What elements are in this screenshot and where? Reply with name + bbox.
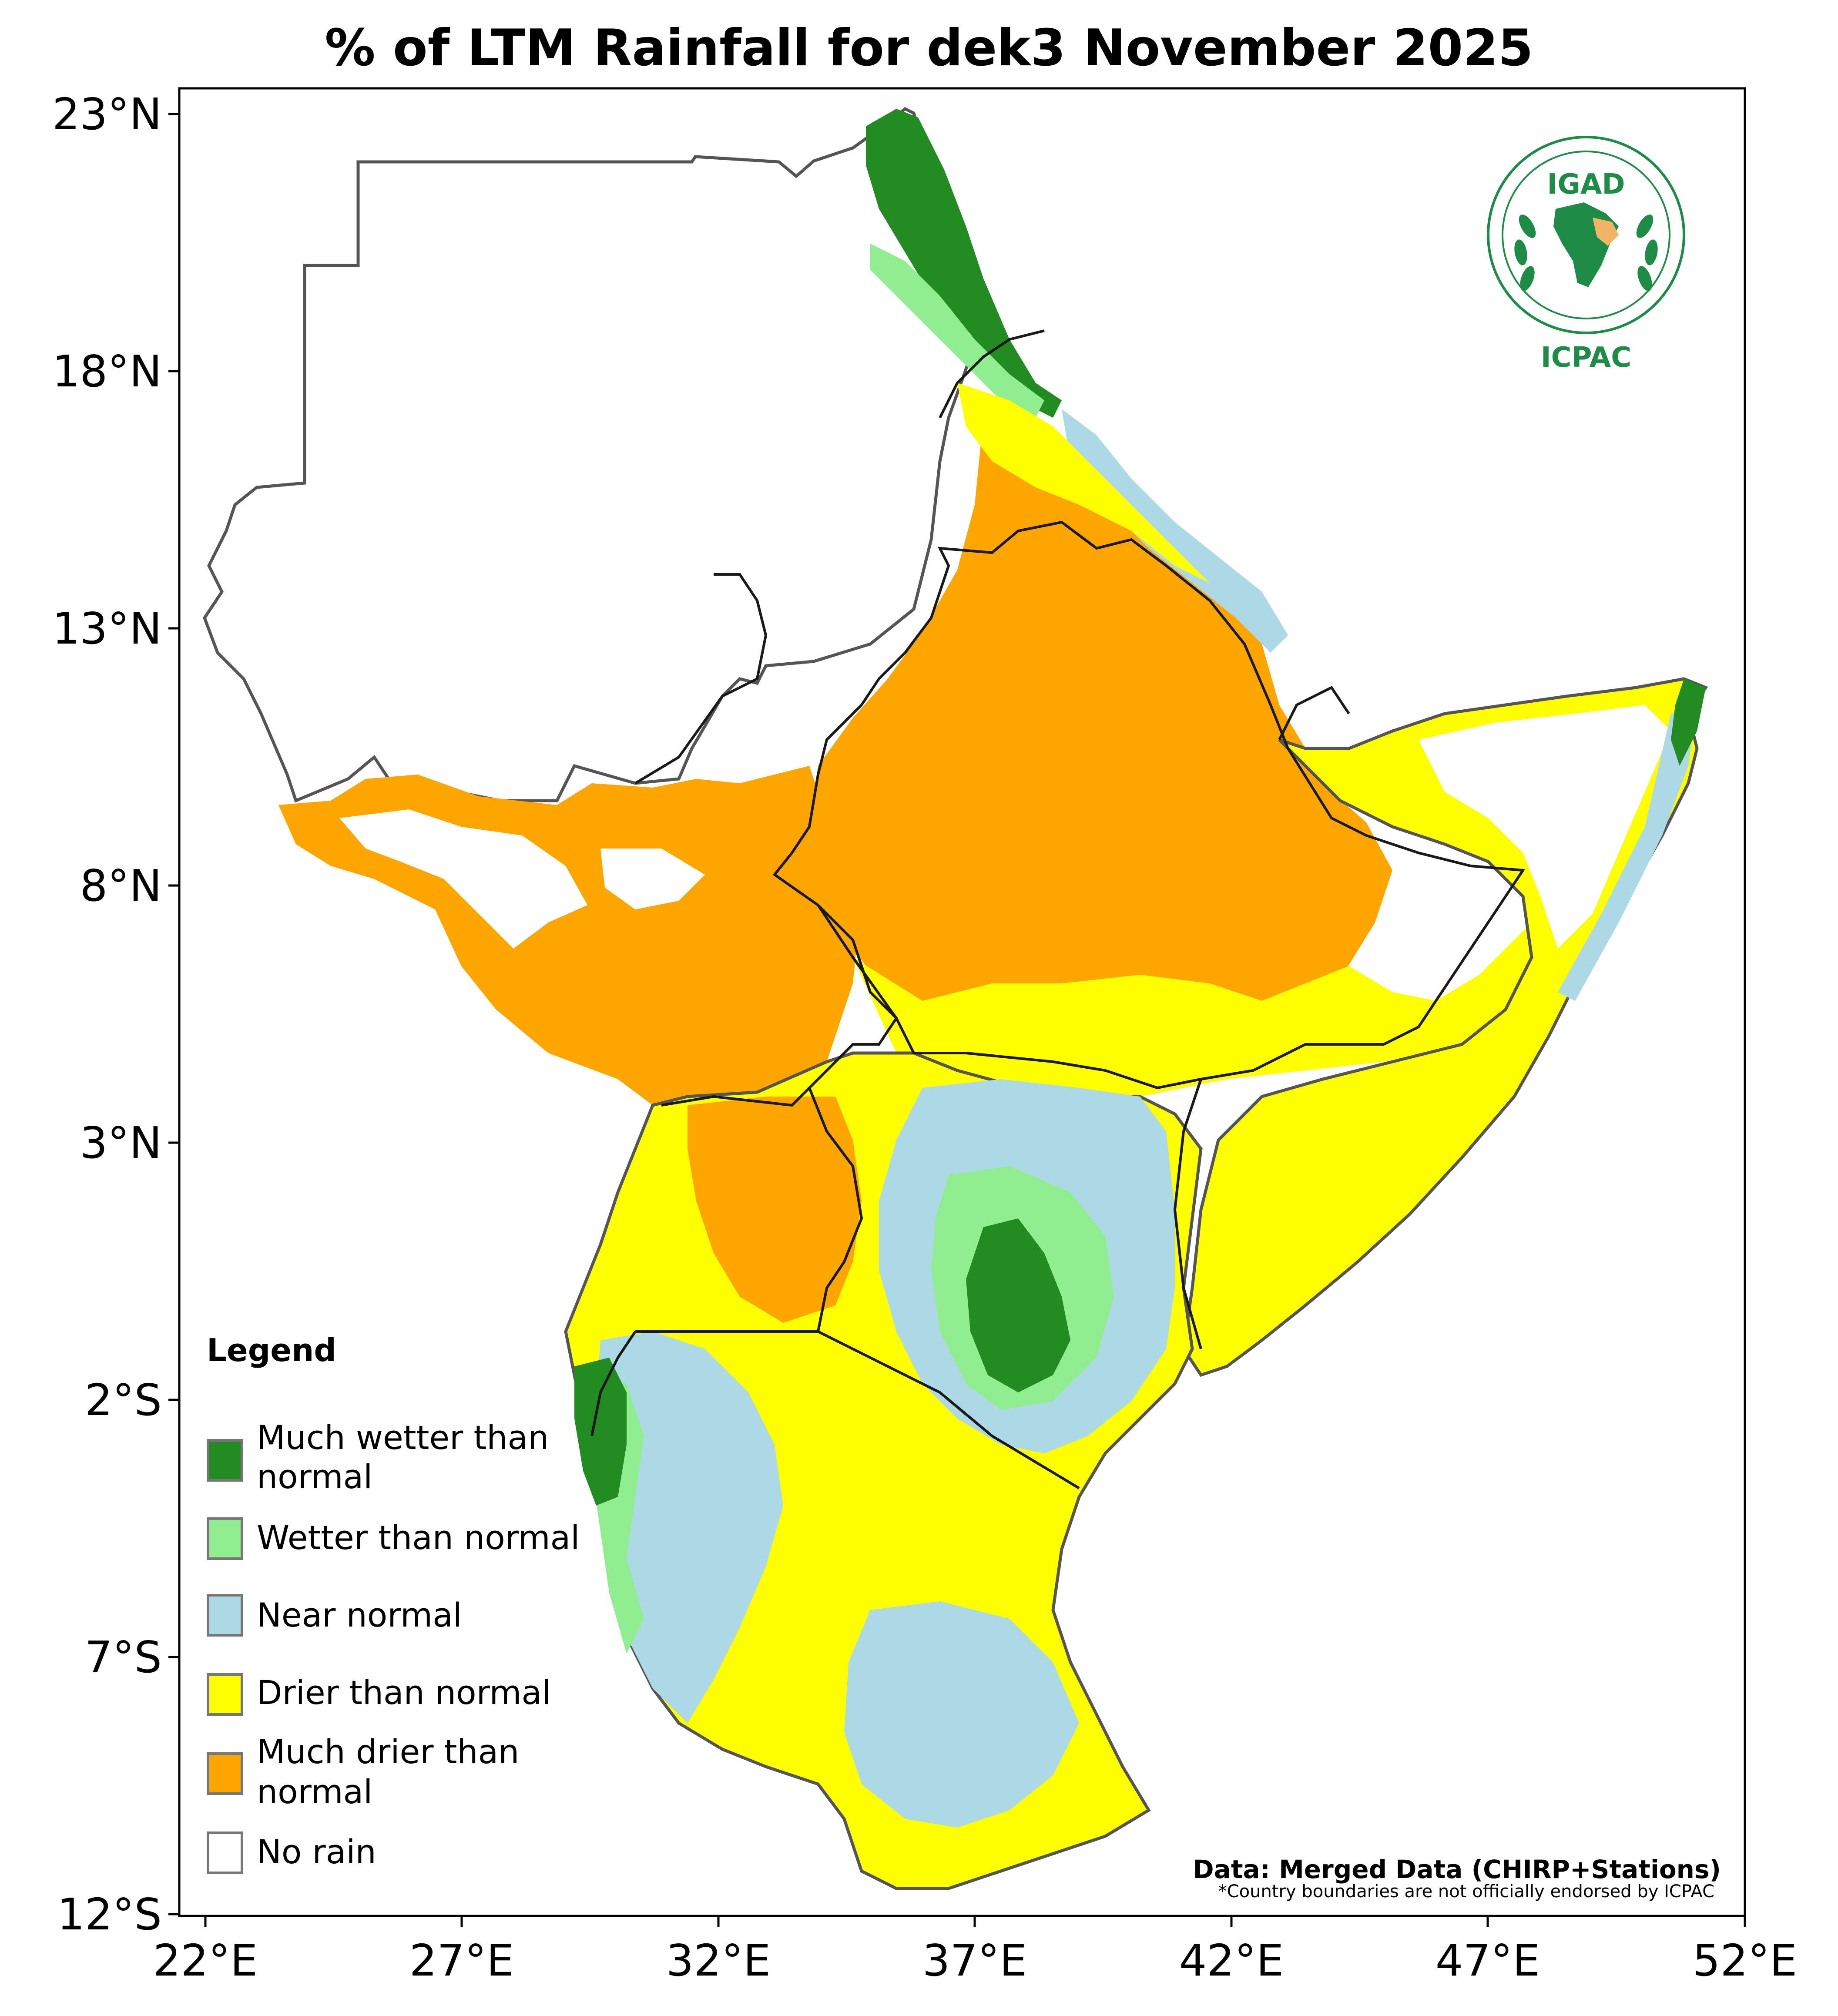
legend-label-wetter: Wetter than normal <box>257 1518 580 1557</box>
plot-frame <box>178 87 1746 1917</box>
country-borders <box>590 329 1526 1489</box>
no-rain-patch-ss <box>339 809 587 949</box>
lon-tick-label: 27°E <box>409 1935 514 1986</box>
tanzania-south-near-normal <box>844 1601 1079 1828</box>
legend-swatch-wetter <box>207 1517 243 1560</box>
lon-tick-label: 47°E <box>1436 1935 1540 1986</box>
red-sea-coast-wetter <box>870 244 1044 418</box>
legend-label-much-wetter: Much wetter than <box>257 1418 549 1457</box>
red-sea-coast-much-wetter <box>866 109 1062 418</box>
legend-label-much-wetter-2: normal <box>257 1457 372 1496</box>
somalia-coast-near-normal <box>1558 705 1697 1001</box>
eritrea-drier <box>957 383 1210 583</box>
lon-tick-label: 52°E <box>1693 1935 1797 1986</box>
lat-tick-label: 12°S <box>57 1889 162 1940</box>
legend-swatch-much-drier <box>207 1752 243 1795</box>
lon-axis: 22°E 27°E 32°E 37°E 42°E 47°E 52°E <box>153 1916 1797 1986</box>
legend-swatch-drier <box>207 1673 243 1716</box>
lon-tick-label: 32°E <box>666 1935 771 1986</box>
eritrea-coast-near-normal <box>1062 409 1288 653</box>
legend-label-much-drier-2: normal <box>257 1772 372 1811</box>
legend-title: Legend <box>207 1332 336 1369</box>
legend-swatch-no-rain <box>207 1832 243 1874</box>
kenya-much-wetter <box>966 1218 1070 1392</box>
lat-tick-label: 7°S <box>85 1632 162 1683</box>
lat-tick-label: 8°N <box>80 860 162 911</box>
legend: Legend Much wetter than normal Wetter th… <box>207 1332 580 1874</box>
legend-swatch-near-normal <box>207 1594 243 1637</box>
lon-tick-label: 42°E <box>1179 1935 1284 1986</box>
lat-axis: 23°N 18°N 13°N 8°N 3°N 2°S 7°S 12°S <box>52 89 179 1940</box>
sudan-region <box>203 107 985 803</box>
no-rain-patch-ss2 <box>600 849 705 909</box>
legend-label-no-rain: No rain <box>257 1832 376 1871</box>
lat-tick-label: 3°N <box>80 1117 162 1168</box>
lon-tick-label: 22°E <box>153 1935 258 1986</box>
boundary-disclaimer: *Country boundaries are not officially e… <box>1218 1882 1714 1902</box>
legend-label-drier: Drier than normal <box>257 1673 551 1712</box>
rwanda-burundi-much-wetter <box>574 1358 627 1506</box>
legend-label-much-drier: Much drier than <box>257 1732 519 1771</box>
lat-tick-label: 13°N <box>52 603 162 654</box>
ethiopia-eritrea-region <box>809 400 1392 1062</box>
legend-swatch-much-wetter <box>207 1439 243 1482</box>
logo-igad-text: IGAD <box>1547 168 1625 201</box>
lat-tick-label: 23°N <box>52 89 162 140</box>
legend-label-near-normal: Near normal <box>257 1596 462 1634</box>
uganda-much-drier <box>688 1097 862 1323</box>
rainfall-map <box>203 107 1708 1890</box>
logo-icpac-text: ICPAC <box>1541 342 1631 374</box>
map-title: % of LTM Rainfall for dek3 November 2025 <box>325 19 1533 77</box>
lat-tick-label: 2°S <box>85 1375 162 1426</box>
lat-tick-label: 18°N <box>52 346 162 397</box>
data-source-label: Data: Merged Data (CHIRP+Stations) <box>1193 1855 1721 1884</box>
lon-tick-label: 37°E <box>922 1935 1027 1986</box>
igad-icpac-logo: IGAD ICPAC <box>1487 136 1685 374</box>
somalia-tip-wet <box>1671 679 1706 766</box>
somalia-no-rain <box>1419 705 1671 949</box>
